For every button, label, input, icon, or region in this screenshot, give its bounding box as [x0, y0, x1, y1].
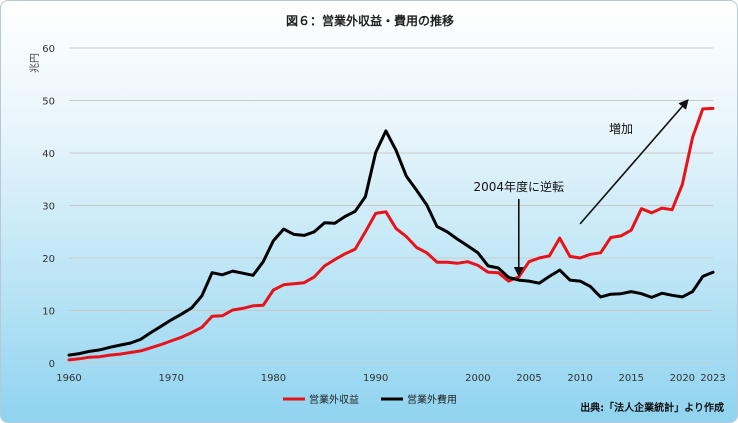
y-tick-label: 40 — [42, 149, 55, 160]
series-line-1 — [67, 129, 715, 357]
y-axis-label: 兆円 — [29, 53, 41, 73]
y-tick-label: 30 — [42, 202, 55, 213]
annotations: 2004年度に逆転 増加 — [474, 98, 689, 277]
y-tick-label: 10 — [42, 307, 55, 318]
y-tick-label: 50 — [42, 97, 55, 108]
x-tick-label: 2023 — [700, 373, 725, 384]
source-note: 出典:「法人企業統計」より作成 — [580, 401, 724, 414]
legend: 営業外収益 営業外費用 — [283, 393, 457, 406]
y-tick-labels: 0 10 20 30 40 50 60 — [42, 44, 55, 370]
grid-lines — [69, 47, 713, 364]
chart-title: 図６：営業外収益・費用の推移 — [286, 13, 454, 28]
y-tick-label: 60 — [42, 44, 55, 55]
series-lines — [67, 106, 715, 362]
legend-label-1: 営業外費用 — [407, 393, 457, 406]
x-tick-label: 1960 — [56, 373, 81, 384]
annotation-arrow-increase — [579, 98, 689, 225]
x-tick-label: 1990 — [363, 373, 388, 384]
x-tick-label: 1970 — [158, 373, 183, 384]
x-tick-label: 2020 — [670, 373, 695, 384]
x-tick-label: 2010 — [567, 373, 592, 384]
y-tick-label: 0 — [49, 359, 55, 370]
x-tick-label: 2005 — [516, 373, 541, 384]
x-tick-label: 1980 — [261, 373, 286, 384]
y-tick-label: 20 — [42, 254, 55, 265]
x-tick-label: 2015 — [618, 373, 643, 384]
annotation-reversal: 2004年度に逆転 — [474, 179, 565, 194]
annotation-increase: 増加 — [609, 122, 633, 136]
legend-label-0: 営業外収益 — [309, 393, 359, 406]
series-line-0 — [67, 106, 715, 362]
x-tick-labels: 1960 1970 1980 1990 2000 2005 2010 2015 2020 2023 — [56, 373, 725, 384]
x-tick-label: 2000 — [465, 373, 490, 384]
